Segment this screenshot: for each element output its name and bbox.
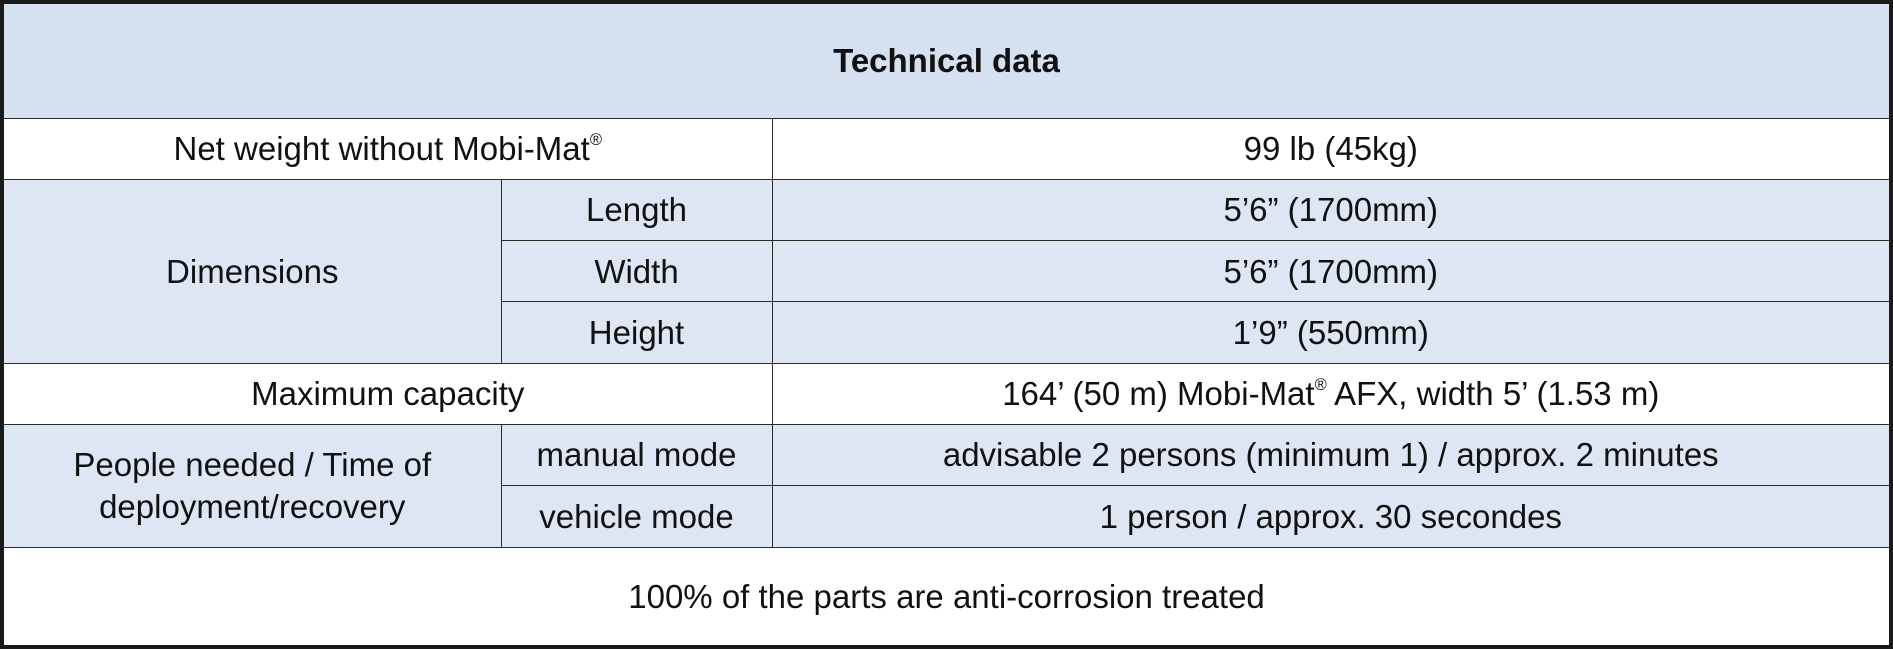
dimension-value-length: 5’6” (1700mm) <box>771 178 1890 242</box>
dimension-sub-label-length: Length <box>500 178 773 242</box>
dimension-value-height: 1’9” (550mm) <box>771 301 1890 364</box>
mode-value-vehicle: 1 person / approx. 30 secondes <box>771 485 1890 548</box>
capacity-value-cell: 164’ (50 m) Mobi-Mat® AFX, width 5’ (1.5… <box>771 362 1890 425</box>
table-footer-row: 100% of the parts are anti-corrosion tre… <box>4 546 1890 645</box>
table-title-row: Technical data <box>4 4 1890 119</box>
table-title: Technical data <box>4 4 1890 119</box>
capacity-value-post: AFX, width 5’ (1.53 m) <box>1326 375 1660 413</box>
net-weight-value: 99 lb (45kg) <box>771 117 1890 180</box>
dimension-sub-label-height: Height <box>501 301 773 364</box>
mode-sub-label-vehicle: vehicle mode <box>501 485 773 548</box>
net-weight-label-cell: Net weight without Mobi-Mat® <box>4 117 773 180</box>
table-footer-note: 100% of the parts are anti-corrosion tre… <box>4 546 1890 645</box>
table-row-manual-mode: People needed / Time of deployment/recov… <box>4 423 1890 548</box>
mode-value-manual: advisable 2 persons (minimum 1) / approx… <box>771 423 1890 487</box>
registered-mark: ® <box>589 131 602 150</box>
dimension-value-width: 5’6” (1700mm) <box>771 240 1890 303</box>
dimensions-label: Dimensions <box>4 178 502 364</box>
registered-mark: ® <box>1314 376 1327 395</box>
capacity-value-pre: 164’ (50 m) Mobi-Mat <box>1002 375 1315 413</box>
table-row-length: Dimensions Length 5’6” (1700mm) <box>4 178 1890 364</box>
net-weight-label: Net weight without Mobi-Mat <box>173 130 590 168</box>
dimension-sub-label-width: Width <box>501 240 773 303</box>
table-row-capacity: Maximum capacity 164’ (50 m) Mobi-Mat® A… <box>4 362 1890 425</box>
mode-sub-label-manual: manual mode <box>500 423 773 487</box>
table-row-width: Width 5’6” (1700mm) <box>4 240 1890 303</box>
people-needed-label: People needed / Time of deployment/recov… <box>4 423 502 548</box>
table-row-net-weight: Net weight without Mobi-Mat® 99 lb (45kg… <box>4 117 1890 180</box>
capacity-label: Maximum capacity <box>4 362 773 425</box>
technical-data-table: Technical data Net weight without Mobi-M… <box>4 4 1890 645</box>
